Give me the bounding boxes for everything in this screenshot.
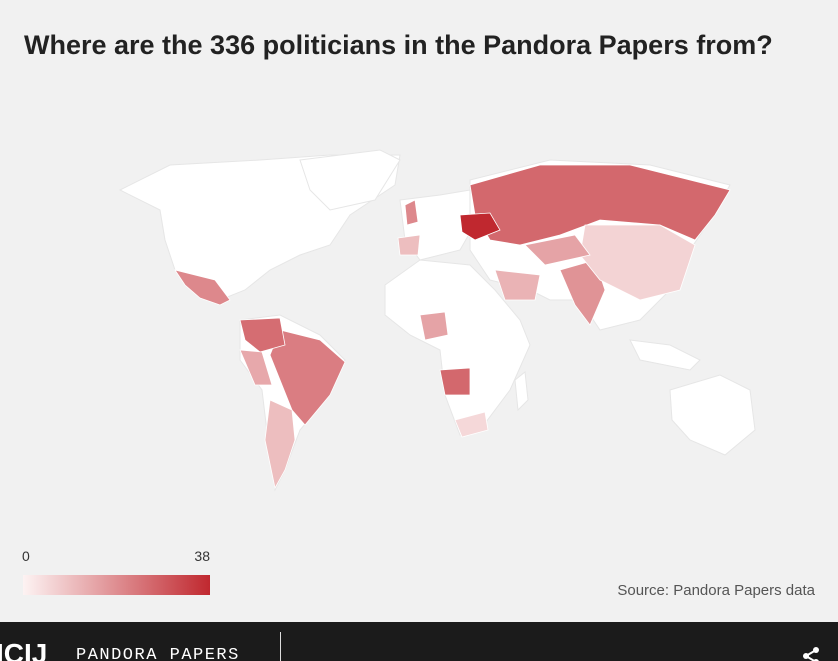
region[interactable] [174,269,231,306]
map: 0 38 Source: Pandora Papers data [22,149,816,599]
logo[interactable]: ICIJ [0,638,48,661]
source: Source: Pandora Papers data [617,582,815,599]
legend-gradient [23,575,210,595]
region[interactable] [264,399,296,490]
section-name[interactable]: PANDORA PAPERS [76,646,240,661]
region[interactable] [494,269,541,301]
region[interactable] [454,411,489,438]
region[interactable] [239,349,273,386]
regions [174,164,731,490]
region[interactable] [579,224,696,301]
region[interactable] [524,234,591,266]
region[interactable] [397,234,421,256]
legend-max: 38 [194,548,210,564]
region[interactable] [459,212,501,241]
share-icon[interactable] [802,646,822,661]
divider [280,632,281,661]
region[interactable] [239,317,286,353]
region[interactable] [269,329,346,426]
title: Where are the 336 politicians in the Pan… [24,30,773,60]
region[interactable] [439,367,471,396]
region[interactable] [419,311,449,341]
legend-min: 0 [22,548,30,564]
footer: ICIJ PANDORA PAPERS [0,622,838,661]
region[interactable] [404,199,419,226]
